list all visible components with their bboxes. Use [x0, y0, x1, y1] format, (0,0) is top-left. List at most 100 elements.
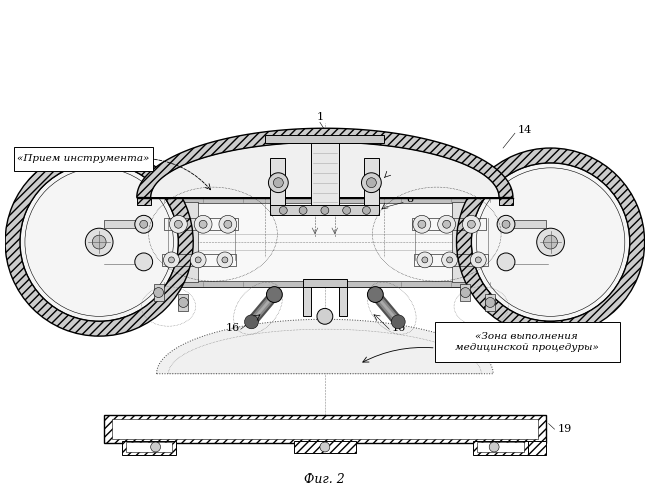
Bar	[461, 284, 470, 302]
Circle shape	[470, 252, 486, 268]
Circle shape	[368, 286, 383, 302]
Bar	[178, 294, 188, 312]
Circle shape	[85, 228, 113, 256]
Bar	[412, 218, 486, 230]
Circle shape	[178, 298, 188, 308]
Circle shape	[362, 173, 381, 193]
Bar	[501, 220, 546, 228]
Bar	[414, 254, 488, 266]
Text: 19: 19	[557, 424, 572, 434]
Circle shape	[461, 288, 470, 298]
Circle shape	[544, 235, 557, 249]
Circle shape	[20, 163, 178, 322]
Circle shape	[135, 253, 152, 271]
Text: 14: 14	[518, 125, 532, 135]
Bar	[137, 198, 151, 205]
Text: 15: 15	[74, 172, 89, 181]
Circle shape	[199, 220, 207, 228]
Circle shape	[418, 220, 426, 228]
Bar	[339, 282, 347, 316]
Text: 16: 16	[225, 323, 240, 333]
Bar	[163, 218, 238, 230]
Bar	[126, 442, 172, 452]
Circle shape	[485, 298, 495, 308]
Circle shape	[266, 286, 282, 302]
Circle shape	[135, 216, 152, 233]
Circle shape	[154, 288, 163, 298]
Circle shape	[151, 442, 161, 452]
Circle shape	[497, 253, 515, 271]
Bar	[474, 441, 528, 455]
Circle shape	[342, 206, 351, 214]
Circle shape	[299, 206, 307, 214]
Bar	[25, 280, 625, 286]
Circle shape	[417, 252, 433, 268]
Circle shape	[475, 257, 481, 263]
Circle shape	[321, 206, 329, 214]
FancyBboxPatch shape	[435, 322, 620, 362]
Text: «Зона выполнения
медицинской процедуры»: «Зона выполнения медицинской процедуры»	[455, 332, 599, 352]
Bar	[122, 441, 176, 455]
Polygon shape	[137, 128, 513, 198]
Circle shape	[174, 220, 182, 228]
Circle shape	[422, 257, 428, 263]
Bar	[294, 441, 355, 453]
Text: 16: 16	[391, 323, 406, 333]
Circle shape	[443, 220, 451, 228]
Circle shape	[92, 235, 106, 249]
Bar	[271, 206, 379, 216]
Circle shape	[222, 257, 228, 263]
Bar	[112, 420, 537, 439]
Text: 7: 7	[406, 160, 413, 170]
Text: «Прием инструмента»: «Прием инструмента»	[17, 154, 149, 164]
Circle shape	[163, 252, 180, 268]
Circle shape	[497, 216, 515, 233]
Text: 8: 8	[406, 194, 413, 204]
Polygon shape	[156, 320, 493, 374]
Bar	[364, 158, 379, 208]
Circle shape	[317, 308, 333, 324]
Circle shape	[366, 178, 377, 188]
Bar	[20, 198, 630, 286]
Circle shape	[446, 257, 453, 263]
Circle shape	[269, 173, 288, 193]
Bar	[104, 416, 546, 443]
Circle shape	[169, 257, 174, 263]
Circle shape	[190, 252, 206, 268]
Text: 1: 1	[317, 112, 324, 122]
Circle shape	[273, 178, 284, 188]
Circle shape	[224, 220, 232, 228]
Circle shape	[217, 252, 233, 268]
Bar	[528, 441, 546, 455]
Circle shape	[140, 220, 148, 228]
Bar	[452, 202, 472, 281]
Circle shape	[320, 442, 330, 452]
Polygon shape	[151, 142, 499, 198]
Bar	[25, 198, 625, 203]
Bar	[311, 138, 339, 207]
Circle shape	[169, 216, 187, 233]
Bar	[485, 294, 495, 312]
Circle shape	[468, 220, 475, 228]
Circle shape	[413, 216, 431, 233]
Circle shape	[472, 163, 630, 322]
Circle shape	[194, 216, 212, 233]
FancyBboxPatch shape	[14, 147, 152, 171]
Text: 15: 15	[561, 172, 576, 181]
Circle shape	[489, 442, 499, 452]
Bar	[499, 198, 513, 205]
Circle shape	[463, 216, 480, 233]
Bar	[104, 220, 149, 228]
Circle shape	[219, 216, 237, 233]
Circle shape	[362, 206, 370, 214]
Circle shape	[245, 315, 258, 329]
Bar	[266, 135, 384, 143]
Bar	[162, 254, 236, 266]
Bar	[178, 202, 198, 281]
Circle shape	[502, 220, 510, 228]
Bar	[477, 442, 524, 452]
Circle shape	[537, 228, 565, 256]
Bar	[271, 158, 286, 208]
Circle shape	[279, 206, 287, 214]
Circle shape	[195, 257, 201, 263]
